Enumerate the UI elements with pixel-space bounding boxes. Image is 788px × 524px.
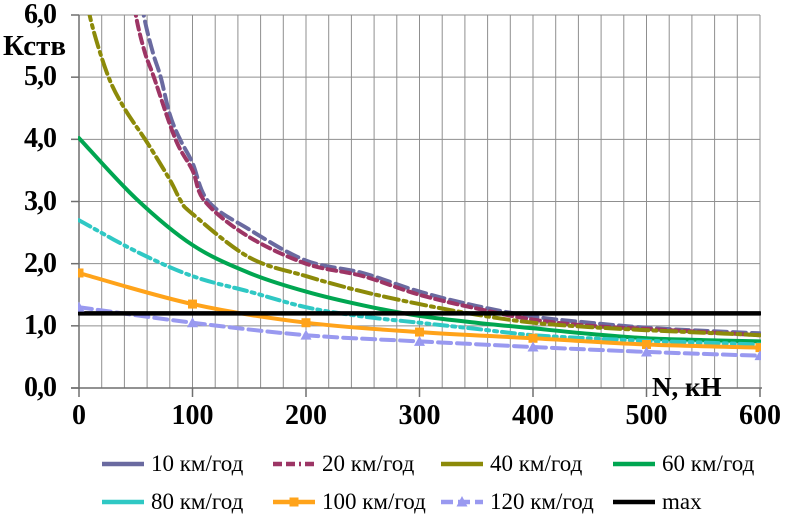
legend-item-v40: 40 км/год	[439, 452, 582, 475]
legend-item-max: max	[611, 490, 702, 513]
x-tick-label-400: 400	[512, 400, 554, 431]
legend-label-max: max	[662, 489, 702, 514]
series-markers-v100	[78, 268, 761, 353]
series-line-v40	[87, 15, 761, 338]
y-tick-label-3_0: 3,0	[24, 185, 57, 217]
y-tick-label-0_0: 0,0	[24, 372, 57, 403]
x-tick-label-500: 500	[625, 400, 668, 431]
legend-label-v80: 80 км/год	[151, 489, 244, 514]
legend-swatch-v10	[102, 461, 144, 466]
legend-label-v120: 120 км/год	[490, 489, 594, 514]
series-line-v10	[141, 15, 761, 336]
series-markers-v120	[78, 301, 761, 361]
legend-label-v60: 60 км/год	[662, 451, 755, 476]
legend-item-v20: 20 км/год	[271, 452, 414, 475]
x-tick-label-200: 200	[285, 400, 327, 431]
series-lines	[78, 15, 761, 361]
y-tick-label-6_0: 6,0	[24, 0, 57, 30]
x-tick-label-300: 300	[398, 400, 441, 431]
legend-swatch-v80	[102, 499, 144, 504]
legend-swatch-v120	[441, 495, 483, 506]
legend-label-v10: 10 км/год	[151, 451, 244, 476]
y-tick-label-4_0: 4,0	[24, 123, 57, 155]
legend-item-v60: 60 км/год	[611, 452, 754, 475]
x-tick-label-100: 100	[171, 400, 214, 431]
legend-swatch-v20	[273, 461, 315, 466]
legend-item-v100: 100 км/год	[271, 490, 426, 513]
legend-swatch-max	[613, 499, 655, 504]
legend-label-v20: 20 км/год	[322, 451, 415, 476]
legend-label-v40: 40 км/год	[490, 451, 583, 476]
y-axis-label: Кств	[3, 30, 67, 62]
y-tick-label-5_0: 5,0	[24, 61, 57, 93]
legend-swatch-v60	[613, 461, 655, 466]
legend-item-v120: 120 км/год	[439, 490, 594, 513]
x-tick-label-600: 600	[739, 400, 781, 431]
legend-label-v100: 100 км/год	[322, 489, 426, 514]
legend-swatch-v100	[273, 497, 315, 506]
x-axis-label: N, кН	[652, 372, 722, 402]
y-tick-label-2_0: 2,0	[24, 247, 57, 279]
y-tick-label-1_0: 1,0	[24, 309, 57, 341]
x-tick-label-0: 0	[72, 400, 86, 431]
legend-item-v80: 80 км/год	[100, 490, 243, 513]
legend-swatch-v40	[441, 461, 483, 466]
chart-canvas	[71, 14, 762, 397]
axes	[71, 14, 762, 397]
legend-item-v10: 10 км/год	[100, 452, 243, 475]
